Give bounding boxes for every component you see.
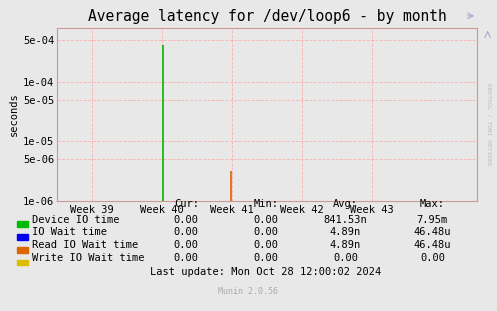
Text: 46.48u: 46.48u [414,227,451,237]
Text: 4.89n: 4.89n [330,227,361,237]
Text: RRDTOOL / TOBI OETIKER: RRDTOOL / TOBI OETIKER [486,83,491,166]
Text: 7.95m: 7.95m [417,215,448,225]
Text: Cur:: Cur: [174,199,199,209]
Text: Avg:: Avg: [333,199,358,209]
Text: 46.48u: 46.48u [414,240,451,250]
Text: IO Wait time: IO Wait time [32,227,107,237]
Text: 0.00: 0.00 [253,253,278,263]
Text: Munin 2.0.56: Munin 2.0.56 [219,287,278,296]
Text: Min:: Min: [253,199,278,209]
Text: Last update: Mon Oct 28 12:00:02 2024: Last update: Mon Oct 28 12:00:02 2024 [150,267,382,277]
Text: 0.00: 0.00 [174,227,199,237]
Text: 0.00: 0.00 [174,215,199,225]
Text: Device IO time: Device IO time [32,215,120,225]
Text: 0.00: 0.00 [333,253,358,263]
Text: 0.00: 0.00 [420,253,445,263]
Text: 0.00: 0.00 [174,253,199,263]
Title: Average latency for /dev/loop6 - by month: Average latency for /dev/loop6 - by mont… [88,9,446,24]
Text: 0.00: 0.00 [253,215,278,225]
Text: Read IO Wait time: Read IO Wait time [32,240,139,250]
Y-axis label: seconds: seconds [9,92,19,136]
Text: 841.53n: 841.53n [324,215,367,225]
Text: 4.89n: 4.89n [330,240,361,250]
Text: Write IO Wait time: Write IO Wait time [32,253,145,263]
Text: 0.00: 0.00 [253,227,278,237]
Text: Max:: Max: [420,199,445,209]
Text: 0.00: 0.00 [253,240,278,250]
Text: 0.00: 0.00 [174,240,199,250]
